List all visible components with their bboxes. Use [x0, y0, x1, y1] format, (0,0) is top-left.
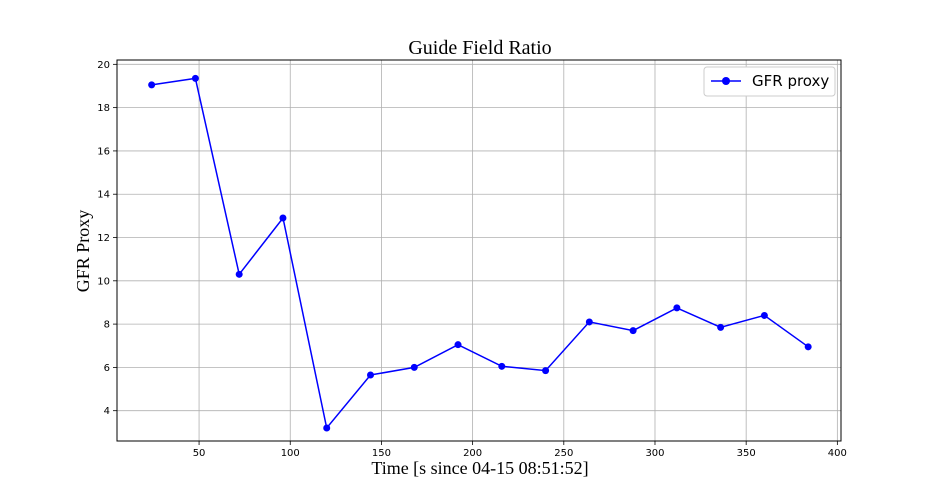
chart-title: Guide Field Ratio: [408, 37, 551, 59]
y-axis-label: GFR Proxy: [73, 210, 93, 293]
data-point: [498, 362, 506, 370]
y-tick-label: 12: [97, 233, 110, 244]
x-axis-label: Time [s since 04-15 08:51:52]: [371, 458, 588, 478]
x-tick-label: 50: [193, 448, 206, 459]
x-tick-label: 350: [737, 448, 756, 459]
x-tick-label: 200: [463, 448, 482, 459]
data-point: [279, 214, 287, 222]
data-point: [760, 311, 768, 319]
data-point: [454, 341, 462, 349]
x-tick-label: 400: [828, 448, 847, 459]
x-tick-label: 100: [281, 448, 300, 459]
grid: [117, 60, 841, 441]
series-layer: [148, 74, 812, 432]
y-tick-label: 20: [97, 60, 110, 71]
data-point: [542, 367, 550, 375]
data-point: [191, 74, 199, 82]
y-tick-label: 4: [104, 406, 110, 417]
data-point: [148, 81, 156, 89]
data-point: [717, 323, 725, 331]
x-tick-label: 300: [645, 448, 664, 459]
legend-box: [703, 66, 836, 97]
legend-marker: [722, 77, 730, 85]
data-point: [323, 424, 331, 432]
legend: GFR proxy: [703, 66, 836, 97]
y-tick-label: 10: [97, 276, 110, 287]
y-tick-label: 8: [104, 320, 110, 331]
y-tick-label: 18: [97, 103, 110, 114]
data-point: [804, 343, 812, 351]
data-point: [366, 371, 374, 379]
data-point: [235, 270, 243, 278]
x-tick-label: 150: [372, 448, 391, 459]
plot-frame: [116, 59, 842, 442]
series-line: [151, 77, 809, 430]
data-point: [410, 363, 418, 371]
y-tick-label: 16: [97, 146, 110, 157]
y-tick-label: 6: [104, 363, 110, 374]
legend-label: GFR proxy: [752, 72, 829, 90]
data-point: [629, 327, 637, 335]
data-point: [585, 318, 593, 326]
x-tick-label: 250: [554, 448, 573, 459]
ticks: 50 100 150 200 250 300 350 400 4 6 8 10 12 14 16 18 20: [97, 60, 847, 459]
data-point: [673, 304, 681, 312]
y-tick-label: 14: [97, 190, 110, 201]
